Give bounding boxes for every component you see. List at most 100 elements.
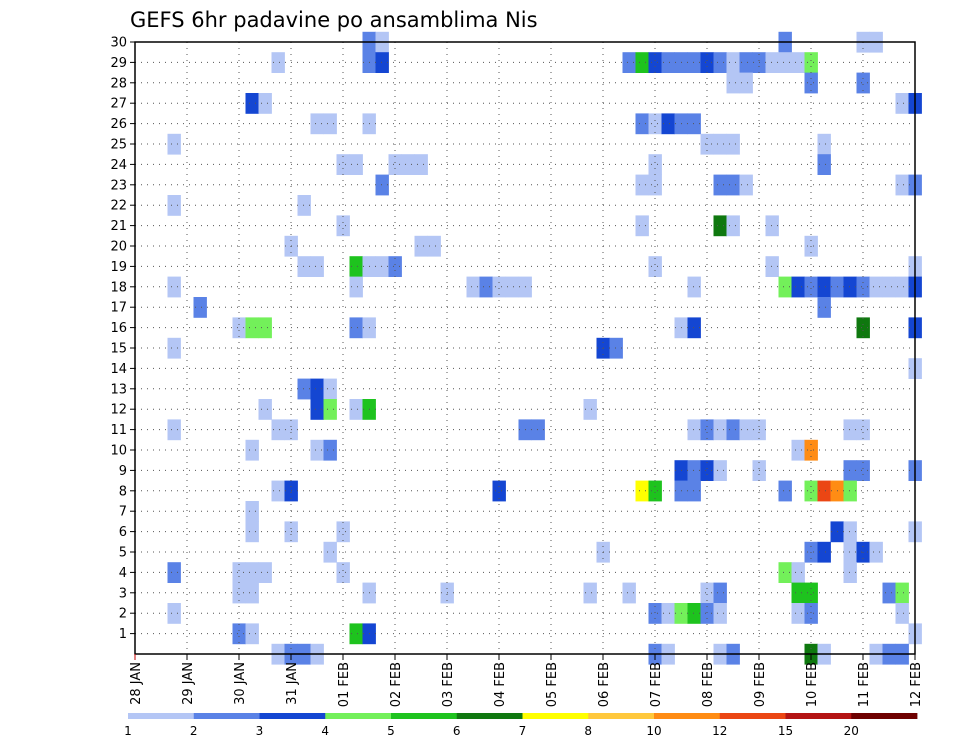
colorbar-swatch — [193, 713, 260, 719]
precip-cell — [167, 419, 181, 441]
precip-cell — [375, 174, 389, 196]
colorbar-tick-label: 12 — [712, 724, 727, 738]
precip-cell — [700, 52, 714, 73]
x-tick-label: 05 FEB — [545, 662, 560, 707]
precip-cell — [726, 174, 740, 196]
precip-cell — [492, 276, 506, 298]
precip-cell — [336, 154, 350, 175]
precip-cell — [661, 52, 675, 73]
y-tick-label: 5 — [119, 546, 127, 561]
colorbar-swatch — [128, 713, 195, 719]
precip-cell — [232, 562, 246, 583]
precip-cell — [232, 582, 246, 604]
precip-cell — [401, 154, 415, 175]
precip-cell — [713, 582, 727, 604]
precip-cell — [648, 154, 662, 175]
precip-cell — [271, 480, 285, 502]
y-tick-label: 10 — [110, 444, 127, 459]
colorbar-tick-label: 3 — [256, 724, 264, 738]
precip-cell — [635, 215, 649, 237]
colorbar-swatch — [588, 713, 655, 719]
precip-cell — [687, 276, 701, 298]
precip-cell — [791, 603, 805, 624]
precip-cell — [388, 256, 402, 277]
precip-cell — [466, 276, 480, 298]
precip-cell — [869, 541, 883, 563]
precip-cell — [167, 195, 181, 216]
colorbar-swatch — [391, 713, 458, 719]
y-tick-label: 14 — [110, 362, 127, 377]
precip-cell — [778, 276, 792, 298]
precip-cell — [167, 133, 181, 155]
precip-cell — [765, 256, 779, 277]
precip-cell — [713, 460, 727, 481]
precip-cell — [297, 256, 311, 277]
precip-cell — [375, 52, 389, 73]
y-tick-label: 26 — [110, 117, 127, 132]
y-tick-label: 1 — [119, 627, 127, 642]
precip-cell — [713, 52, 727, 73]
precip-cell — [713, 419, 727, 441]
precip-cell — [245, 501, 259, 522]
precip-cell — [687, 317, 701, 339]
precip-cell — [232, 623, 246, 645]
precip-cell — [726, 133, 740, 155]
precip-cell — [583, 399, 597, 420]
precip-cell — [492, 480, 506, 502]
precip-cell — [258, 562, 272, 583]
precip-cell — [713, 603, 727, 624]
precip-cell — [245, 562, 259, 583]
colorbar-tick-label: 1 — [124, 724, 132, 738]
precip-cell — [700, 582, 714, 604]
precip-cell — [336, 215, 350, 237]
y-tick-label: 13 — [110, 382, 127, 397]
colorbar-tick-label: 5 — [387, 724, 395, 738]
x-axis: 28 JAN 29 JAN 30 JAN 31 JAN 01 FEB 02 FEB 03 F… — [129, 654, 924, 707]
colorbar-swatch — [719, 713, 786, 719]
y-tick-label: 4 — [119, 566, 127, 581]
precip-cell — [167, 562, 181, 583]
precip-cell — [661, 603, 675, 624]
precip-cell — [310, 439, 324, 461]
precip-cell — [648, 256, 662, 277]
x-tick-label: 01 FEB — [337, 662, 352, 707]
precip-cell — [245, 439, 259, 461]
precip-cell — [804, 582, 818, 604]
precip-cell — [245, 93, 259, 114]
y-tick-label: 24 — [110, 158, 127, 173]
y-tick-label: 8 — [119, 484, 127, 499]
precip-cell — [258, 399, 272, 420]
precip-cell — [804, 480, 818, 502]
x-tick-label: 03 FEB — [441, 662, 456, 707]
y-axis: 1234567891011121314151617181920212223242… — [110, 36, 135, 642]
precip-cell — [713, 215, 727, 237]
precip-cell — [843, 480, 857, 502]
precip-cell — [648, 52, 662, 73]
precip-cell — [479, 276, 493, 298]
precip-cell — [193, 297, 207, 318]
x-tick-label: 09 FEB — [753, 662, 768, 707]
precip-cell — [791, 562, 805, 583]
precip-cell — [648, 174, 662, 196]
precip-cell — [414, 235, 428, 257]
precip-cell — [297, 378, 311, 400]
precip-cell — [713, 174, 727, 196]
precip-cell — [843, 276, 857, 298]
precip-cell — [778, 480, 792, 502]
y-tick-label: 18 — [110, 280, 127, 295]
colorbar-tick-label: 8 — [584, 724, 592, 738]
precip-cell — [856, 72, 870, 94]
precip-cell — [583, 582, 597, 604]
precip-cell — [856, 276, 870, 298]
y-tick-label: 25 — [110, 138, 127, 153]
x-tick-label: 10 FEB — [805, 662, 820, 707]
precip-cell — [739, 52, 753, 73]
precip-cell — [349, 623, 363, 645]
precip-cell — [271, 419, 285, 441]
precip-cell — [895, 276, 909, 298]
precip-cell — [635, 52, 649, 73]
precip-cell — [297, 195, 311, 216]
colorbar-swatch — [785, 713, 852, 719]
precip-cell — [323, 378, 337, 400]
